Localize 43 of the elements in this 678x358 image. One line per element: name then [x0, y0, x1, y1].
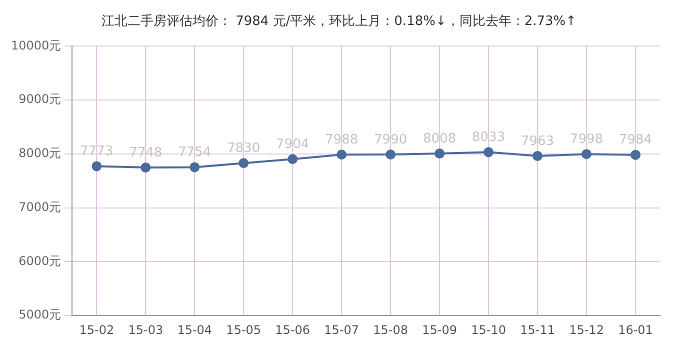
x-tick-label: 15-04 — [177, 322, 212, 337]
x-tick-label: 15-10 — [471, 322, 506, 337]
x-tick-label: 15-06 — [275, 322, 310, 337]
x-tick-label: 15-03 — [128, 322, 164, 337]
y-tick-label: 10000元 — [10, 38, 62, 52]
data-label: 7748 — [129, 145, 162, 160]
data-label: 7963 — [520, 134, 554, 149]
y-tick-label: 9000元 — [18, 92, 62, 106]
y-tick-label: 8000元 — [18, 146, 62, 160]
point — [92, 161, 102, 172]
point — [288, 154, 298, 164]
data-label: 8033 — [472, 130, 506, 146]
data-label: 7773 — [80, 144, 114, 160]
y-tick-label: 7000元 — [18, 200, 62, 214]
point — [434, 148, 445, 159]
x-tick-label: 15-09 — [422, 322, 458, 337]
point — [630, 150, 641, 160]
point — [190, 162, 200, 172]
point — [238, 158, 249, 168]
x-tick-label: 16-01 — [618, 322, 653, 337]
point — [532, 150, 543, 161]
point — [582, 149, 592, 160]
point — [140, 162, 151, 173]
data-label: 8008 — [423, 131, 456, 146]
x-tick-label: 15-11 — [520, 322, 555, 337]
data-label: 7990 — [374, 132, 408, 148]
chart-title: 江北二手房评估均价： 7984 元/平米，环比上月：0.18%↓，同比去年：2.73%↑ — [100, 13, 578, 31]
data-label: 7998 — [570, 132, 604, 147]
data-label: 7830 — [227, 140, 260, 156]
point — [336, 150, 347, 160]
x-tick-label: 15-02 — [79, 322, 114, 337]
data-label: 7988 — [325, 132, 358, 148]
x-tick-label: 15-12 — [569, 322, 604, 337]
data-label: 7754 — [178, 145, 212, 160]
point — [386, 150, 396, 160]
data-label: 7904 — [276, 137, 310, 152]
x-tick-label: 15-08 — [373, 322, 408, 337]
x-tick-label: 15-05 — [226, 322, 262, 337]
x-tick-label: 15-07 — [324, 322, 360, 337]
y-tick-label: 5000元 — [18, 308, 62, 322]
y-tick-label: 6000元 — [18, 254, 62, 268]
data-label: 7984 — [618, 132, 652, 148]
point — [484, 147, 494, 158]
